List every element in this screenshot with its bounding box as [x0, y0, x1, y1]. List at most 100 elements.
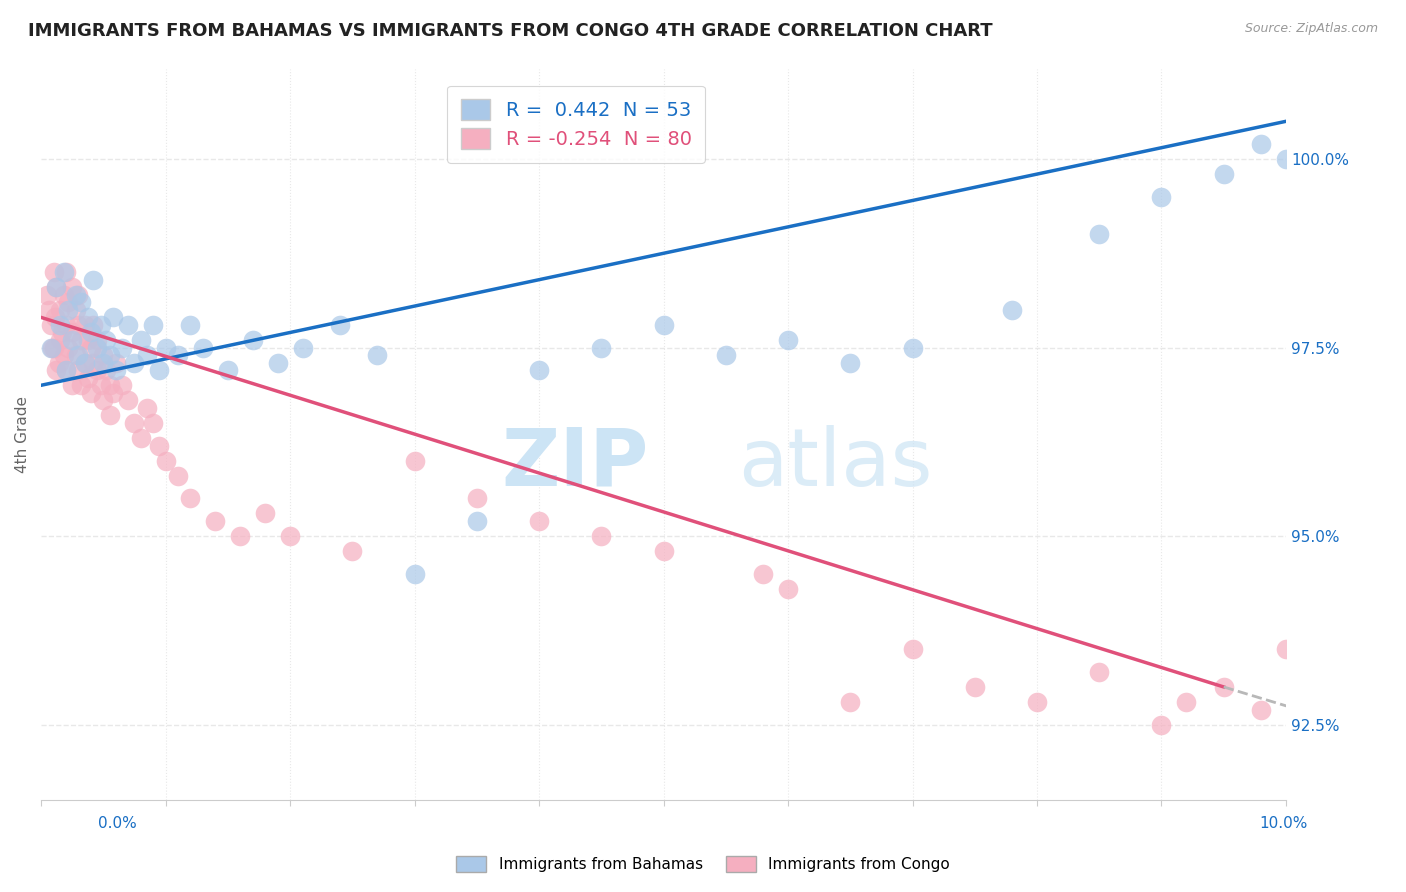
Point	[652, 318, 675, 332]
Point	[1212, 167, 1234, 181]
Point	[278, 529, 301, 543]
Point	[65, 287, 87, 301]
Point	[179, 491, 201, 506]
Point	[148, 363, 170, 377]
Point	[93, 393, 115, 408]
Point	[42, 341, 65, 355]
Point	[148, 439, 170, 453]
Point	[82, 273, 104, 287]
Point	[404, 453, 426, 467]
Point	[217, 363, 239, 377]
Point	[204, 514, 226, 528]
Point	[103, 310, 125, 325]
Point	[67, 287, 90, 301]
Point	[1026, 695, 1049, 709]
Point	[70, 378, 93, 392]
Point	[1001, 302, 1024, 317]
Point	[527, 363, 550, 377]
Point	[77, 370, 100, 384]
Point	[527, 514, 550, 528]
Legend: Immigrants from Bahamas, Immigrants from Congo: Immigrants from Bahamas, Immigrants from…	[449, 848, 957, 880]
Point	[111, 378, 134, 392]
Text: 10.0%: 10.0%	[1260, 816, 1308, 831]
Point	[591, 341, 613, 355]
Point	[41, 341, 63, 355]
Point	[839, 695, 862, 709]
Point	[60, 378, 83, 392]
Point	[1175, 695, 1198, 709]
Point	[58, 295, 80, 310]
Point	[77, 310, 100, 325]
Point	[86, 333, 108, 347]
Point	[254, 507, 277, 521]
Point	[366, 348, 388, 362]
Point	[82, 318, 104, 332]
Point	[465, 491, 488, 506]
Point	[52, 287, 75, 301]
Point	[73, 356, 96, 370]
Point	[93, 348, 115, 362]
Point	[52, 265, 75, 279]
Point	[103, 385, 125, 400]
Point	[1212, 680, 1234, 694]
Point	[167, 348, 190, 362]
Point	[70, 333, 93, 347]
Point	[80, 341, 103, 355]
Point	[65, 302, 87, 317]
Point	[117, 318, 139, 332]
Point	[67, 318, 90, 332]
Point	[44, 310, 66, 325]
Point	[80, 326, 103, 340]
Point	[49, 318, 72, 332]
Point	[94, 363, 117, 377]
Point	[86, 363, 108, 377]
Point	[70, 295, 93, 310]
Point	[49, 333, 72, 347]
Point	[60, 280, 83, 294]
Point	[465, 514, 488, 528]
Point	[45, 280, 67, 294]
Point	[329, 318, 352, 332]
Point	[67, 363, 90, 377]
Point	[82, 356, 104, 370]
Point	[48, 356, 70, 370]
Point	[714, 348, 737, 362]
Point	[1088, 665, 1111, 679]
Point	[73, 356, 96, 370]
Point	[291, 341, 314, 355]
Point	[98, 378, 121, 392]
Point	[65, 348, 87, 362]
Point	[73, 318, 96, 332]
Point	[42, 265, 65, 279]
Point	[1250, 136, 1272, 151]
Point	[167, 468, 190, 483]
Point	[86, 341, 108, 355]
Point	[752, 566, 775, 581]
Point	[93, 356, 115, 370]
Point	[80, 385, 103, 400]
Point	[135, 401, 157, 415]
Text: atlas: atlas	[738, 425, 932, 502]
Point	[266, 356, 288, 370]
Point	[55, 363, 77, 377]
Point	[963, 680, 986, 694]
Point	[776, 582, 799, 596]
Text: ZIP: ZIP	[502, 425, 650, 502]
Point	[191, 341, 214, 355]
Point	[98, 348, 121, 362]
Point	[117, 393, 139, 408]
Text: 0.0%: 0.0%	[98, 816, 138, 831]
Point	[776, 333, 799, 347]
Point	[1275, 152, 1298, 166]
Y-axis label: 4th Grade: 4th Grade	[15, 396, 30, 473]
Point	[55, 265, 77, 279]
Point	[49, 302, 72, 317]
Point	[104, 356, 127, 370]
Point	[52, 348, 75, 362]
Point	[1150, 190, 1173, 204]
Point	[39, 318, 62, 332]
Point	[135, 348, 157, 362]
Point	[60, 326, 83, 340]
Point	[124, 416, 146, 430]
Point	[58, 302, 80, 317]
